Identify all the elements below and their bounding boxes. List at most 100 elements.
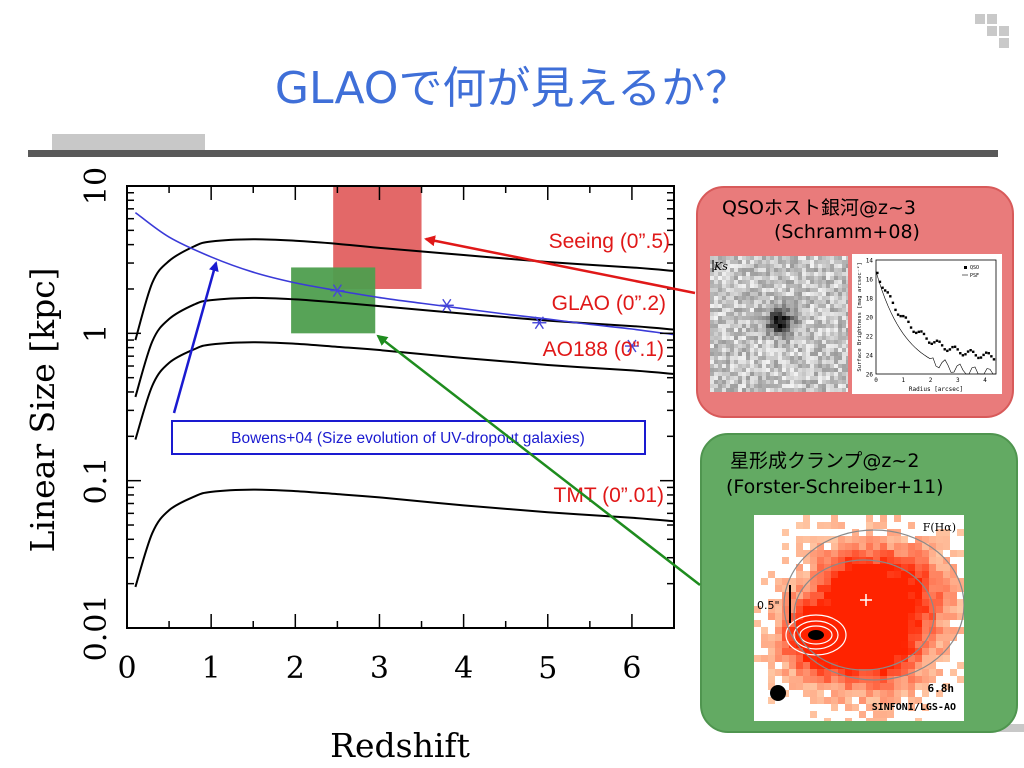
halpha-pixel — [929, 571, 936, 578]
halpha-pixel — [810, 536, 817, 543]
halpha-pixel — [810, 683, 817, 690]
halpha-pixel — [803, 662, 810, 669]
profile-x-tick: 3 — [956, 377, 960, 384]
halpha-pixel — [943, 613, 950, 620]
qso-pixel — [774, 264, 778, 268]
qso-pixel — [806, 344, 810, 348]
qso-pixel — [774, 256, 778, 260]
bowens-point-0 — [330, 284, 345, 297]
halpha-pixel — [852, 529, 859, 536]
qso-pixel — [726, 388, 730, 392]
halpha-pixel — [796, 571, 803, 578]
qso-pixel — [750, 340, 754, 344]
qso-pixel — [758, 340, 762, 344]
qso-pixel — [798, 300, 802, 304]
qso-pixel — [714, 304, 718, 308]
halpha-pixel — [838, 676, 845, 683]
qso-pixel — [746, 332, 750, 336]
halpha-pixel — [866, 683, 873, 690]
qso-pixel — [802, 300, 806, 304]
profile-x-tick: 1 — [901, 377, 905, 384]
halpha-pixel — [887, 683, 894, 690]
qso-pixel — [794, 384, 798, 388]
halpha-pixel — [782, 634, 789, 641]
qso-pixel — [770, 368, 774, 372]
halpha-pixel — [866, 515, 873, 522]
qso-pixel — [746, 380, 750, 384]
halpha-pixel — [831, 690, 838, 697]
halpha-pixel — [810, 606, 817, 613]
halpha-pixel — [852, 669, 859, 676]
halpha-pixel — [831, 522, 838, 529]
qso-pixel — [826, 380, 830, 384]
halpha-pixel — [950, 627, 957, 634]
qso-pixel — [838, 328, 842, 332]
halpha-pixel — [761, 655, 768, 662]
halpha-pixel — [901, 599, 908, 606]
qso-pixel — [754, 356, 758, 360]
qso-pixel — [742, 320, 746, 324]
qso-pixel — [842, 280, 846, 284]
qso-pixel — [726, 372, 730, 376]
qso-pixel — [818, 300, 822, 304]
halpha-pixel — [817, 648, 824, 655]
qso-pixel — [798, 376, 802, 380]
qso-pixel — [842, 380, 846, 384]
qso-pixel — [790, 352, 794, 356]
qso-pixel — [830, 280, 834, 284]
qso-pixel — [766, 332, 770, 336]
halpha-pixel — [887, 571, 894, 578]
qso-pixel — [794, 284, 798, 288]
qso-pixel — [758, 364, 762, 368]
halpha-pixel — [831, 697, 838, 704]
halpha-pixel — [880, 627, 887, 634]
qso-pixel — [722, 380, 726, 384]
qso-pixel — [742, 388, 746, 392]
halpha-pixel — [894, 550, 901, 557]
qso-pixel — [754, 304, 758, 308]
qso-pixel — [714, 348, 718, 352]
halpha-pixel — [824, 536, 831, 543]
qso-pixel — [762, 364, 766, 368]
qso-pixel — [738, 264, 742, 268]
halpha-pixel — [887, 564, 894, 571]
qso-pixel — [818, 304, 822, 308]
halpha-pixel — [810, 620, 817, 627]
qso-pixel — [838, 280, 842, 284]
qso-pixel — [814, 308, 818, 312]
halpha-pixel — [915, 697, 922, 704]
qso-pixel — [774, 364, 778, 368]
qso-pixel — [762, 324, 766, 328]
qso-pixel — [846, 352, 850, 356]
halpha-pixel — [950, 564, 957, 571]
halpha-pixel — [824, 571, 831, 578]
halpha-pixel — [908, 697, 915, 704]
qso-pixel — [758, 372, 762, 376]
qso-pixel — [742, 292, 746, 296]
qso-pixel — [842, 344, 846, 348]
halpha-pixel — [866, 718, 873, 725]
qso-pixel — [766, 376, 770, 380]
qso-pixel — [722, 352, 726, 356]
halpha-pixel — [803, 641, 810, 648]
halpha-pixel — [901, 606, 908, 613]
halpha-pixel — [950, 571, 957, 578]
profile-qso-point — [984, 351, 988, 354]
halpha-pixel — [866, 648, 873, 655]
halpha-pixel — [957, 578, 964, 585]
qso-pixel — [806, 292, 810, 296]
qso-pixel — [726, 296, 730, 300]
profile-qso-point — [899, 314, 902, 318]
qso-pixel — [842, 316, 846, 320]
qso-pixel — [782, 376, 786, 380]
halpha-pixel — [782, 620, 789, 627]
halpha-pixel — [901, 648, 908, 655]
halpha-pixel — [936, 655, 943, 662]
qso-pixel — [826, 320, 830, 324]
qso-pixel — [774, 320, 778, 324]
halpha-pixel — [768, 606, 775, 613]
qso-pixel — [826, 312, 830, 316]
qso-pixel — [722, 272, 726, 276]
halpha-pixel — [859, 627, 866, 634]
qso-pixel — [774, 292, 778, 296]
